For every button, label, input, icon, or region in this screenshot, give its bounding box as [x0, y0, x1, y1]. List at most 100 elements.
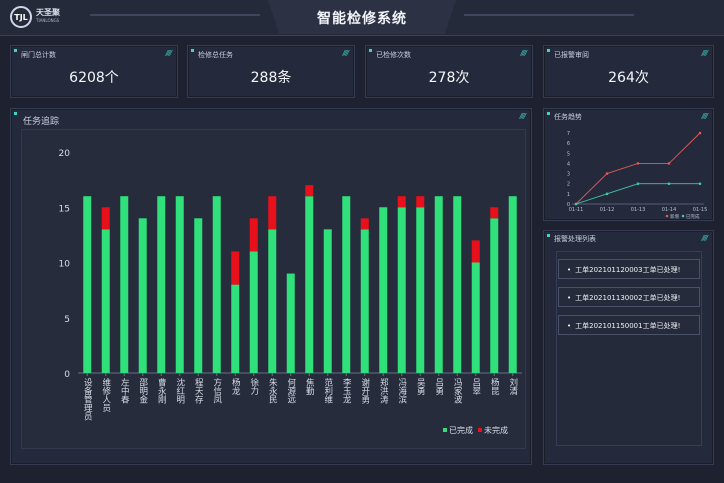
stat-card-repairs: 已检修次数 //// 278次: [365, 45, 533, 98]
data-point: [636, 162, 640, 165]
bar-completed: [175, 196, 184, 373]
bar-completed: [157, 196, 166, 373]
stat-value: 264次: [608, 70, 649, 86]
corner-dot-icon: [14, 112, 17, 115]
slash-deco-icon: ////: [701, 234, 709, 242]
y-tick-label: 0: [567, 202, 570, 208]
slash-deco-icon: ////: [342, 49, 350, 57]
bar-completed: [434, 196, 443, 373]
bar-completed: [508, 196, 517, 373]
task-trend-panel: 任务趋势 //// 0 1 2 3 4 5 6 7 01-11 01-12 01-13 01-14 01…: [543, 108, 714, 221]
legend-swatch-incomplete: [478, 428, 482, 432]
corner-dot-icon: [547, 112, 550, 115]
task-tracking-panel: 任务追踪 //// 0 5 10 15 20 设备管理员 维修人员 左中春 邵明金 曹永刚 沈红明程…: [10, 108, 532, 465]
slash-deco-icon: ////: [519, 112, 527, 120]
stat-label: 已报警审阅: [554, 51, 589, 59]
x-tick-label: 沈红明: [175, 377, 185, 404]
bar-completed: [138, 218, 147, 373]
bar-incomplete: [101, 207, 110, 230]
logo-brand-en: TIANLONGS: [36, 18, 60, 23]
data-point: [667, 182, 671, 186]
bar-incomplete: [416, 196, 425, 208]
x-tick-label: 朱永民: [267, 377, 277, 404]
y-tick-label: 6: [567, 141, 570, 147]
alert-item[interactable]: 工单202101120003工单已处理!: [558, 259, 700, 279]
y-tick-label: 2: [567, 182, 570, 188]
alert-list-panel: 报警处理列表 //// 工单202101120003工单已处理! 工单20210…: [543, 230, 714, 465]
bar-incomplete: [305, 185, 314, 197]
bar-completed: [323, 229, 332, 373]
x-tick-label: 徐力: [249, 377, 259, 396]
bar-completed: [83, 196, 92, 373]
x-tick-label: 冯家波: [452, 378, 462, 404]
bar-completed: [453, 196, 462, 373]
x-tick-label: 01-11: [569, 207, 584, 213]
task-bar-chart: 0 5 10 15 20 设备管理员 维修人员 左中春 邵明金 曹永刚 沈红明 程天存 方信凤 杨龙 徐力朱…: [59, 149, 522, 435]
app-logo[interactable]: TJL 天圣聚 TIANLONGS: [10, 6, 60, 28]
bar-completed: [249, 251, 258, 373]
slash-deco-icon: ////: [165, 49, 173, 57]
data-point: [636, 182, 640, 186]
bar-completed: [231, 284, 240, 373]
x-tick-label: 范利维: [323, 377, 333, 404]
data-point: [574, 202, 578, 206]
chart-area: 0 5 10 15 20 设备管理员 维修人员 左中春 邵明金 曹永刚 沈红明 程天存 方信凤 杨龙 徐力朱…: [21, 129, 526, 449]
x-tick-label: 何源远: [286, 377, 296, 404]
x-tick-label: 01-12: [600, 207, 615, 213]
page-title: 智能检修系统: [317, 11, 407, 27]
y-tick-label: 20: [59, 149, 71, 159]
x-tick-label: 李玉龙: [341, 377, 351, 404]
header-decoration-left: [90, 14, 260, 16]
corner-dot-icon: [369, 49, 372, 52]
slash-deco-icon: ////: [701, 112, 709, 120]
data-point: [667, 162, 671, 165]
alert-item[interactable]: 工单202101130002工单已处理!: [558, 287, 700, 307]
alert-list: [556, 251, 702, 446]
bar-incomplete: [360, 218, 369, 230]
x-tick-label: 曹永刚: [156, 377, 166, 404]
bar-completed: [397, 207, 406, 373]
x-tick-label: 吕翠: [471, 378, 481, 395]
data-point: [698, 131, 702, 135]
bar-completed: [342, 196, 351, 373]
stat-label: 检修总任务: [198, 51, 233, 59]
bar-completed: [120, 196, 129, 373]
alert-item[interactable]: 工单202101150001工单已处理!: [558, 315, 700, 335]
panel-title: 任务趋势: [554, 113, 582, 121]
x-tick-label: 杨龙: [230, 377, 240, 396]
corner-dot-icon: [14, 49, 17, 52]
y-tick-label: 3: [567, 172, 570, 178]
x-tick-label: 01-13: [631, 207, 646, 213]
x-tick-label: 左中春: [119, 377, 129, 404]
legend-swatch-done: [681, 214, 685, 218]
top-header: 智能检修系统 TJL 天圣聚 TIANLONGS: [0, 0, 724, 36]
chart-legend: 已完成 未完成: [443, 425, 508, 435]
legend-label-incomplete: 未完成: [484, 425, 508, 435]
panel-title: 报警处理列表: [554, 235, 596, 243]
x-tick-label: 杨昆: [489, 377, 499, 396]
bar-completed: [360, 229, 369, 373]
bar-incomplete: [231, 251, 240, 285]
legend-label-done: 已完成: [686, 213, 700, 220]
x-tick-label: 冯海滨: [397, 378, 407, 404]
legend-label-completed: 已完成: [449, 425, 473, 435]
data-point: [698, 182, 702, 186]
legend-swatch-completed: [443, 428, 447, 432]
stat-card-alarms: 已报警审阅 //// 264次: [543, 45, 714, 98]
y-tick-label: 10: [59, 260, 71, 270]
bar-incomplete: [397, 196, 406, 208]
stat-value: 278次: [428, 70, 470, 86]
y-tick-label: 15: [59, 204, 70, 214]
bar-completed: [268, 229, 277, 373]
x-tick-label: 谢开勇: [360, 377, 370, 404]
x-tick-label: 刘清: [508, 377, 518, 396]
x-tick-label: 吴勇: [415, 378, 425, 396]
bar-incomplete: [490, 207, 499, 219]
bar-incomplete: [268, 196, 277, 230]
x-tick-label: 01-14: [662, 207, 677, 213]
x-tick-label: 吕勇: [434, 378, 444, 396]
y-tick-label: 7: [567, 131, 570, 137]
legend-label-new: 新增: [670, 213, 679, 220]
title-plate: [268, 0, 456, 34]
stat-card-tasks: 检修总任务 //// 288条: [187, 45, 355, 98]
